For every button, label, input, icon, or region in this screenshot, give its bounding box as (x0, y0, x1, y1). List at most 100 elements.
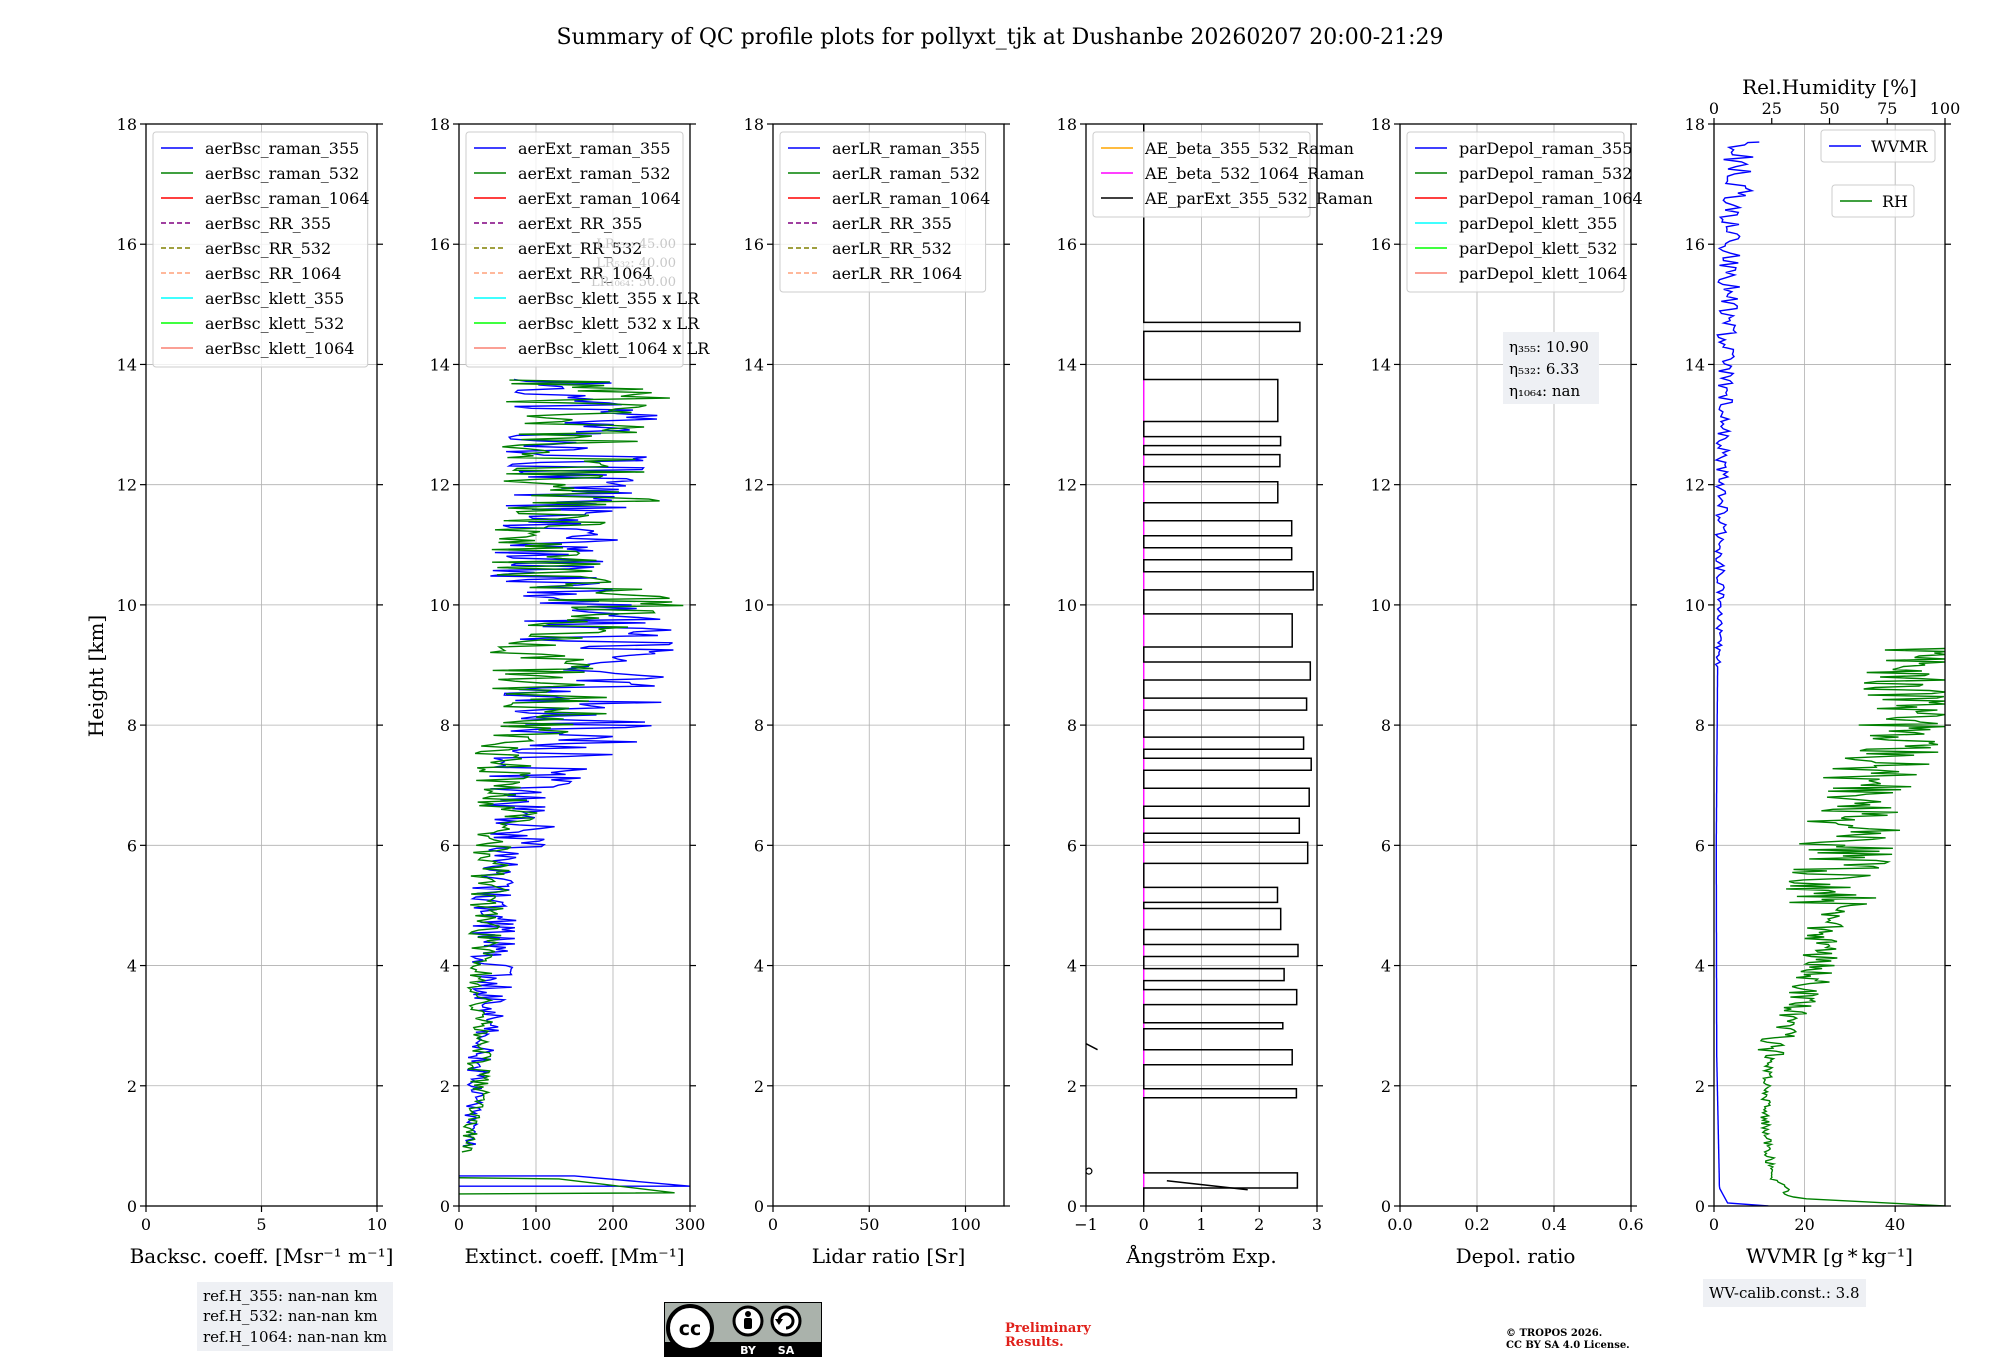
x-tick-label: 1 (1196, 1215, 1206, 1234)
x-axis-label: Ångström Exp. (1125, 1243, 1276, 1268)
y-tick-label: 4 (1067, 957, 1077, 976)
y-tick-label: 8 (1381, 716, 1391, 735)
legend-label: parDepol_klett_532 (1459, 239, 1617, 258)
y-tick-label: 0 (440, 1197, 450, 1216)
legend-label: aerExt_raman_1064 (518, 189, 681, 208)
x-axis-label: Extinct. coeff. [Mm⁻¹] (464, 1244, 684, 1268)
data-traces (1714, 141, 1945, 1206)
legend-label: AE_beta_355_532_Raman (1144, 139, 1354, 158)
y-tick-label: 2 (1067, 1077, 1077, 1096)
x-tick-label: 10 (367, 1215, 387, 1234)
data-traces (1086, 124, 1314, 1206)
y-tick-label: 10 (117, 596, 137, 615)
y-tick-label: 10 (1685, 596, 1705, 615)
ref-h-532: ref.H_532: nan-nan km (203, 1307, 378, 1326)
y-tick-label: 0 (1381, 1197, 1391, 1216)
legend-label: AE_parExt_355_532_Raman (1144, 189, 1373, 208)
y-tick-label: 4 (127, 957, 137, 976)
y-tick-label: 8 (440, 716, 450, 735)
x-tick-label: 0 (454, 1215, 464, 1234)
y-tick-label: 10 (430, 596, 450, 615)
eta-box (1503, 332, 1599, 404)
eta-value: η₁₀₆₄: nan (1509, 382, 1580, 400)
legend-label: aerLR_raman_355 (832, 139, 980, 158)
legend-label: aerBsc_klett_532 x LR (518, 314, 700, 333)
panel-1: 0 2 4 6 8 10 12 14 16 18 0 5 10 Backsc. coeff. [Msr⁻¹… (117, 115, 394, 1268)
ae-parext-fragment (1086, 1043, 1248, 1191)
legend-box (779, 131, 987, 293)
x-axis-label: WVMR [g * kg⁻¹] (1746, 1244, 1913, 1268)
top-x-tick-label: 75 (1877, 99, 1897, 118)
legend-label: aerBsc_klett_1064 x LR (518, 339, 710, 358)
wv-calib-box: WV-calib.const.: 3.8 (1703, 1279, 1866, 1308)
legend-label: aerLR_raman_532 (832, 164, 980, 183)
y-tick-label: 12 (1371, 476, 1391, 495)
y-tick-label: 18 (117, 115, 137, 134)
cc-license-badge-icon: cc BY SA (664, 1302, 822, 1357)
x-tick-label: 0 (1139, 1215, 1149, 1234)
y-tick-label: 16 (744, 235, 764, 254)
legend-label: parDepol_raman_1064 (1459, 189, 1643, 208)
legend-label: aerExt_RR_532 (518, 239, 642, 258)
x-tick-label: 0.6 (1618, 1215, 1643, 1234)
top-x-tick-label: 25 (1762, 99, 1782, 118)
legend-label: aerBsc_klett_1064 (205, 339, 354, 358)
legend-label: aerExt_RR_355 (518, 214, 642, 233)
y-tick-label: 12 (430, 476, 450, 495)
panel-5: 0 2 4 6 8 10 12 14 16 18 0.0 0.2 0.4 0.6 Depol. ratio p… (1371, 115, 1644, 1268)
y-tick-label: 16 (430, 235, 450, 254)
y-tick-label: 18 (430, 115, 450, 134)
y-tick-label: 18 (1685, 115, 1705, 134)
axes-frame (458, 123, 691, 1207)
y-tick-label: 8 (127, 716, 137, 735)
extinction-355-line (462, 378, 674, 1147)
legend-label: AE_beta_532_1064_Raman (1144, 164, 1364, 183)
y-tick-label: 12 (1057, 476, 1077, 495)
legend-label-rh: RH (1882, 192, 1908, 211)
extinction-532-surface (459, 1177, 675, 1195)
panel-3: 0 2 4 6 8 10 12 14 16 18 0 50 100 Lidar ratio [Sr] aer… (744, 115, 1010, 1268)
top-x-tick-label: 100 (1930, 99, 1961, 118)
y-tick-label: 8 (754, 716, 764, 735)
y-tick-label: 14 (430, 355, 450, 374)
legend-label: aerBsc_RR_532 (205, 239, 331, 258)
cc-circle-icon (666, 1304, 714, 1352)
x-axis-label: Backsc. coeff. [Msr⁻¹ m⁻¹] (130, 1244, 394, 1268)
legend-label: aerBsc_klett_355 (205, 289, 344, 308)
legend-label: aerBsc_raman_1064 (205, 189, 370, 208)
y-tick-label: 14 (1057, 355, 1077, 374)
legend-label: aerBsc_RR_355 (205, 214, 331, 233)
y-tick-label: 12 (744, 476, 764, 495)
ref-h-1064: ref.H_1064: nan-nan km (203, 1327, 388, 1346)
wvmr-line (1714, 141, 1769, 1206)
x-tick-label: 2 (1254, 1215, 1264, 1234)
y-tick-label: 2 (1381, 1077, 1391, 1096)
y-tick-label: 10 (744, 596, 764, 615)
axes-frame (1085, 123, 1318, 1207)
y-tick-label: 2 (754, 1077, 764, 1096)
x-tick-label: 50 (859, 1215, 879, 1234)
legend-label: aerExt_raman_355 (518, 139, 671, 158)
y-tick-label: 4 (754, 957, 764, 976)
panel-2: 0 2 4 6 8 10 12 14 16 18 0 100 200 300 Extinct. coeff.… (430, 115, 711, 1268)
x-axis-label: Lidar ratio [Sr] (812, 1244, 966, 1268)
y-tick-label: 4 (1695, 957, 1705, 976)
copyright-line-1: © TROPOS 2026. (1506, 1328, 1603, 1339)
x-tick-label: 0.2 (1464, 1215, 1489, 1234)
figure-title: Summary of QC profile plots for pollyxt_… (556, 25, 1443, 50)
legend-box (152, 131, 369, 368)
legend-label: parDepol_klett_1064 (1459, 264, 1628, 283)
legend-label: aerBsc_raman_532 (205, 164, 359, 183)
reference-height-box: ref.H_355: nan-nan km ref.H_532: nan-nan… (197, 1282, 394, 1351)
legend-label: aerBsc_raman_355 (205, 139, 359, 158)
x-tick-label: 40 (1885, 1215, 1905, 1234)
sa-share-icon (770, 1305, 802, 1337)
y-tick-label: 6 (440, 836, 450, 855)
x-tick-label: 3 (1312, 1215, 1322, 1234)
y-tick-label: 8 (1067, 716, 1077, 735)
y-tick-label: 0 (1695, 1197, 1705, 1216)
x-tick-label: 0 (768, 1215, 778, 1234)
y-tick-label: 10 (1057, 596, 1077, 615)
axes-frame (1399, 123, 1632, 1207)
